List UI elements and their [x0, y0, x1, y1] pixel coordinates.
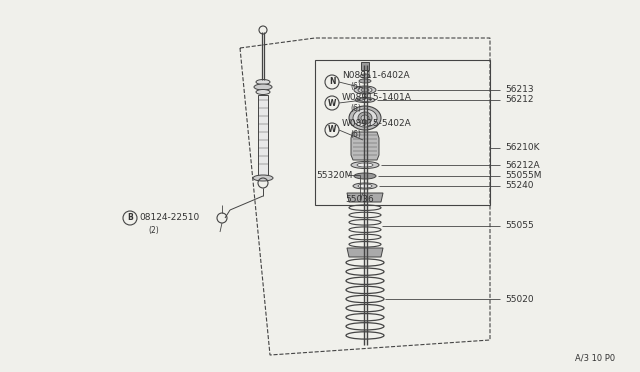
- Text: 56213: 56213: [505, 86, 534, 94]
- Ellipse shape: [256, 80, 270, 84]
- Ellipse shape: [351, 161, 379, 169]
- Ellipse shape: [357, 163, 373, 167]
- Text: W08915-5402A: W08915-5402A: [342, 119, 412, 128]
- Polygon shape: [351, 132, 379, 160]
- Ellipse shape: [358, 87, 372, 93]
- Text: 55240: 55240: [505, 182, 534, 190]
- Text: 08124-22510: 08124-22510: [139, 214, 199, 222]
- Ellipse shape: [359, 79, 371, 83]
- Ellipse shape: [253, 175, 273, 181]
- Text: W08915-1401A: W08915-1401A: [342, 93, 412, 102]
- Text: (6): (6): [350, 103, 361, 112]
- Ellipse shape: [355, 97, 375, 103]
- Text: (2): (2): [148, 225, 159, 234]
- Bar: [258, 95, 268, 175]
- Ellipse shape: [353, 109, 377, 127]
- Text: N: N: [329, 77, 335, 87]
- Ellipse shape: [358, 184, 372, 188]
- Text: W: W: [328, 99, 336, 108]
- Ellipse shape: [361, 88, 369, 92]
- Ellipse shape: [349, 106, 381, 130]
- Ellipse shape: [354, 173, 376, 179]
- Text: 56210K: 56210K: [505, 144, 540, 153]
- Text: W: W: [328, 125, 336, 135]
- Polygon shape: [347, 248, 383, 257]
- Text: 55020: 55020: [505, 295, 534, 304]
- Bar: [361, 62, 369, 70]
- Ellipse shape: [256, 90, 270, 94]
- Text: N08911-6402A: N08911-6402A: [342, 71, 410, 80]
- Ellipse shape: [360, 74, 370, 78]
- Polygon shape: [347, 193, 383, 202]
- Text: 55055: 55055: [505, 221, 534, 231]
- Ellipse shape: [359, 99, 371, 102]
- Ellipse shape: [354, 86, 376, 94]
- Text: 56212A: 56212A: [505, 160, 540, 170]
- Ellipse shape: [361, 115, 369, 121]
- Text: (6): (6): [350, 83, 361, 92]
- Ellipse shape: [353, 183, 377, 189]
- Text: (6): (6): [350, 131, 361, 140]
- Ellipse shape: [254, 84, 272, 90]
- Text: 56212: 56212: [505, 96, 534, 105]
- Ellipse shape: [358, 112, 372, 124]
- Bar: [315, 60, 490, 205]
- Text: 55320M: 55320M: [316, 170, 353, 180]
- Text: B: B: [127, 214, 133, 222]
- Text: 55055M: 55055M: [505, 171, 541, 180]
- Text: 55036: 55036: [345, 196, 374, 205]
- Text: A/3 10 P0: A/3 10 P0: [575, 353, 615, 362]
